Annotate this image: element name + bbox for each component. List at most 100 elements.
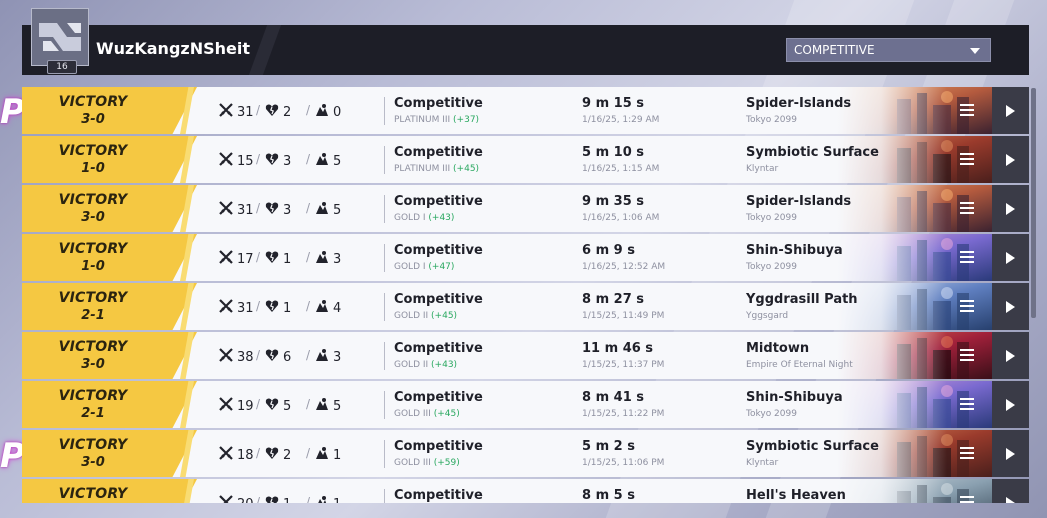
kills-stat: 38 (219, 348, 254, 366)
assist-icon (315, 201, 333, 219)
deaths-stat: 2 (265, 103, 291, 121)
game-mode: Competitive (394, 194, 483, 209)
deaths-stat: 1 (265, 299, 291, 317)
map-fade (837, 381, 947, 428)
rank-tier: GOLD III (394, 409, 431, 419)
match-row[interactable]: VICTORY 3-0 31 / 3 / 5 Competitive GOLD … (22, 185, 1029, 232)
replay-button[interactable] (992, 283, 1029, 330)
kills-count: 17 (237, 251, 254, 267)
broken-heart-icon (265, 152, 283, 170)
assists-stat: 3 (315, 250, 341, 268)
stat-separator: / (306, 495, 311, 503)
kills-count: 20 (237, 497, 254, 504)
game-mode: Competitive (394, 390, 483, 405)
crossed-swords-icon (219, 103, 237, 121)
rank-info: GOLD III (+59) (394, 458, 460, 468)
stat-separator: / (306, 348, 311, 362)
rank-tier: PLATINUM III (394, 164, 451, 174)
rank-gain: (+45) (431, 311, 458, 321)
replay-button[interactable] (992, 136, 1029, 183)
broken-heart-icon (265, 103, 283, 121)
kills-stat: 18 (219, 446, 254, 464)
mode-select-dropdown[interactable]: COMPETITIVE (786, 38, 991, 62)
crossed-swords-icon (219, 348, 237, 366)
replay-button[interactable] (992, 234, 1029, 281)
match-row[interactable]: VICTORY 1-0 15 / 3 / 5 Competitive PLATI… (22, 136, 1029, 183)
rank-info: GOLD I (+47) (394, 262, 454, 272)
match-result: VICTORY (58, 339, 128, 355)
list-icon[interactable] (960, 447, 974, 459)
crossed-swords-icon (219, 446, 237, 464)
match-row[interactable]: VICTORY 3-0 38 / 6 / 3 Competitive GOLD … (22, 332, 1029, 379)
deaths-count: 1 (283, 497, 291, 504)
game-mode: Competitive (394, 243, 483, 258)
list-icon[interactable] (960, 496, 974, 503)
kills-count: 31 (237, 202, 254, 218)
match-row[interactable]: VICTORY 2-1 31 / 1 / 4 Competitive GOLD … (22, 283, 1029, 330)
assists-stat: 5 (315, 397, 341, 415)
kills-count: 15 (237, 153, 254, 169)
kills-count: 38 (237, 349, 254, 365)
list-icon[interactable] (960, 300, 974, 312)
match-duration: 8 m 41 s (582, 390, 644, 405)
stat-separator: / (256, 495, 261, 503)
column-divider (384, 97, 385, 125)
map-fade (837, 430, 947, 477)
column-divider (384, 244, 385, 272)
match-result: VICTORY (58, 388, 128, 404)
match-row[interactable]: VICTORY 1-0 17 / 1 / 3 Competitive GOLD … (22, 234, 1029, 281)
replay-button[interactable] (992, 87, 1029, 134)
match-result: VICTORY (58, 94, 128, 110)
assists-count: 3 (333, 251, 342, 267)
stat-separator: / (306, 152, 311, 166)
match-date: 1/15/25, 11:22 PM (582, 409, 665, 419)
replay-button[interactable] (992, 430, 1029, 477)
rank-gain: (+59) (433, 458, 460, 468)
rank-gain: (+43) (431, 360, 458, 370)
deaths-count: 1 (283, 300, 292, 316)
replay-button[interactable] (992, 332, 1029, 379)
replay-button[interactable] (992, 185, 1029, 232)
list-icon[interactable] (960, 398, 974, 410)
column-divider (384, 195, 385, 223)
replay-button[interactable] (992, 381, 1029, 428)
result-banner (22, 185, 197, 232)
list-icon[interactable] (960, 251, 974, 263)
replay-button[interactable] (992, 479, 1029, 503)
scrollbar[interactable] (1031, 88, 1036, 318)
match-date: 1/16/25, 1:06 AM (582, 213, 660, 223)
list-icon[interactable] (960, 349, 974, 361)
stat-separator: / (256, 446, 261, 460)
map-region: Tokyo 2099 (746, 213, 797, 223)
assists-stat: 3 (315, 348, 341, 366)
assists-count: 5 (333, 202, 342, 218)
list-icon[interactable] (960, 153, 974, 165)
map-region: Klyntar (746, 164, 779, 174)
deaths-count: 1 (283, 251, 292, 267)
rank-info: PLATINUM III (+45) (394, 164, 479, 174)
list-icon[interactable] (960, 202, 974, 214)
list-icon[interactable] (960, 104, 974, 116)
deaths-stat: 2 (265, 446, 291, 464)
player-avatar[interactable] (31, 8, 89, 66)
map-name: Spider-Islands (746, 194, 852, 209)
stat-separator: / (306, 201, 311, 215)
match-row[interactable]: VICTORY 2-1 19 / 5 / 5 Competitive GOLD … (22, 381, 1029, 428)
kills-stat: 31 (219, 201, 254, 219)
rank-info: GOLD III (+45) (394, 409, 460, 419)
match-date: 1/16/25, 1:15 AM (582, 164, 660, 174)
result-banner (22, 332, 197, 379)
rank-gain: (+43) (428, 213, 455, 223)
match-row[interactable]: VICTORY 3-0 18 / 2 / 1 Competitive GOLD … (22, 430, 1029, 477)
column-divider (384, 391, 385, 419)
match-date: 1/15/25, 11:06 PM (582, 458, 665, 468)
map-region: Tokyo 2099 (746, 262, 797, 272)
assists-count: 5 (333, 153, 342, 169)
match-row[interactable]: VICTORY 20 / 1 / 1 Competitive 8 m 5 s (22, 479, 1029, 503)
stat-separator: / (306, 397, 311, 411)
broken-heart-icon (265, 250, 283, 268)
deaths-stat: 5 (265, 397, 291, 415)
match-result: VICTORY (58, 192, 128, 208)
column-divider (384, 293, 385, 321)
match-row[interactable]: VICTORY 3-0 31 / 2 / 0 Competitive PLATI… (22, 87, 1029, 134)
